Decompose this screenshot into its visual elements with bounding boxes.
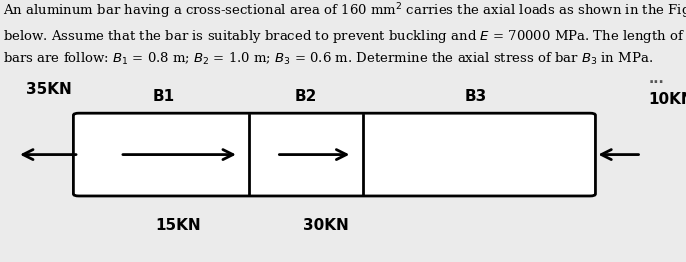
Text: An aluminum bar having a cross-sectional area of 160 mm$^2$ carries the axial lo: An aluminum bar having a cross-sectional…	[3, 1, 686, 67]
Text: B1: B1	[153, 89, 175, 105]
Text: 30KN: 30KN	[303, 218, 348, 233]
Text: 35KN: 35KN	[26, 81, 72, 97]
Text: ...: ...	[648, 72, 664, 86]
Text: 15KN: 15KN	[156, 218, 201, 233]
Text: B3: B3	[465, 89, 487, 105]
Text: 10KN: 10KN	[648, 92, 686, 107]
Text: B2: B2	[294, 89, 317, 105]
FancyBboxPatch shape	[73, 113, 595, 196]
